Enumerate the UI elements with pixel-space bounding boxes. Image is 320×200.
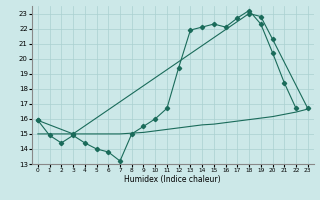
X-axis label: Humidex (Indice chaleur): Humidex (Indice chaleur) — [124, 175, 221, 184]
